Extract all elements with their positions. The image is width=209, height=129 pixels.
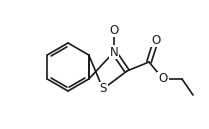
Text: N: N: [110, 46, 118, 58]
Text: S: S: [99, 83, 107, 95]
Text: O: O: [109, 23, 119, 37]
Text: O: O: [158, 72, 168, 86]
Text: O: O: [151, 34, 161, 46]
